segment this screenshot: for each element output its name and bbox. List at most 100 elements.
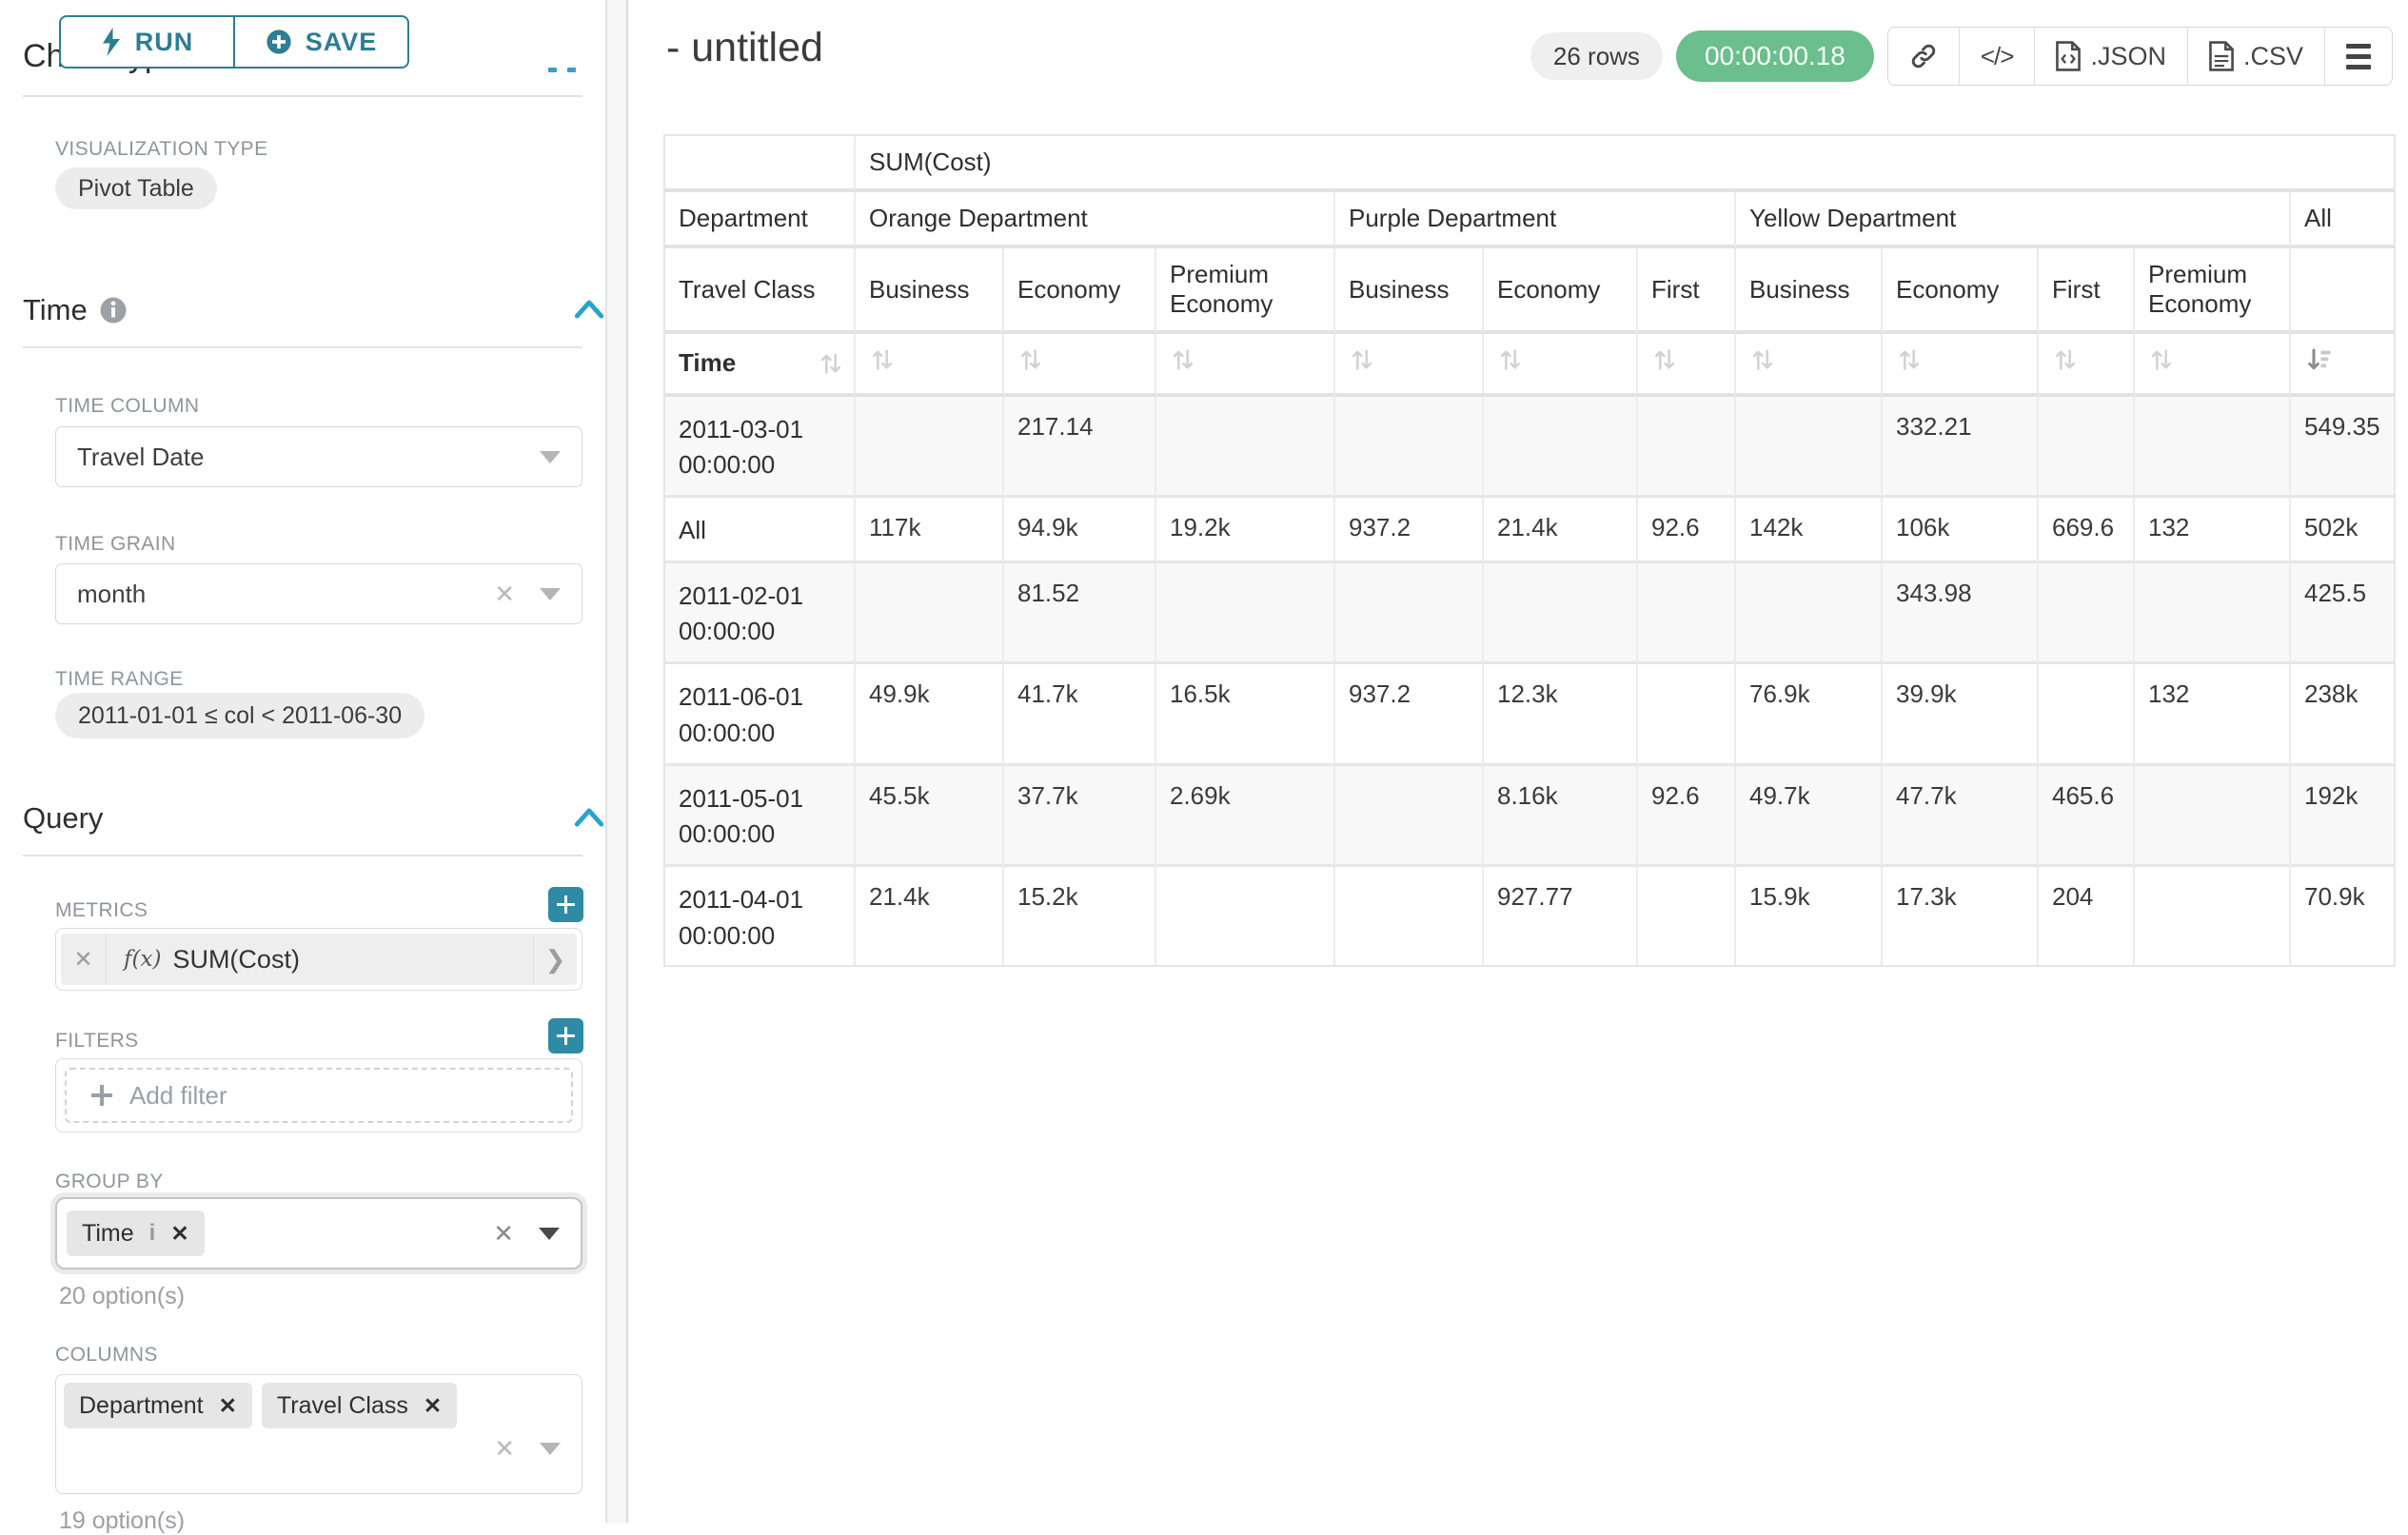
column-sort-header[interactable] (1736, 334, 1883, 397)
add-filter-button[interactable]: Add filter (65, 1068, 573, 1123)
sort-icon[interactable] (1349, 346, 1375, 373)
remove-tag-icon[interactable] (219, 1393, 237, 1419)
sort-icon[interactable] (869, 346, 896, 373)
time-column-value: Travel Date (77, 443, 204, 472)
chevron-down-icon[interactable] (540, 588, 561, 600)
export-csv-button[interactable]: .CSV (2187, 28, 2324, 85)
sort-icon[interactable] (1896, 346, 1923, 373)
sort-icon[interactable] (1651, 346, 1678, 373)
cell-value: 21.4k (856, 867, 1004, 965)
view-query-button[interactable]: </> (1959, 28, 2035, 85)
col-group-purple: Purple Department (1335, 192, 1736, 248)
metric-chip-label: SUM(Cost) (172, 945, 300, 974)
panel-resize-handle-dot[interactable] (548, 68, 557, 72)
cell-value: 2.69k (1156, 766, 1335, 867)
cell-value: 425.5 (2291, 563, 2394, 664)
export-json-button[interactable]: .JSON (2034, 28, 2187, 85)
filters-label: FILTERS (55, 1030, 139, 1053)
chart-header-toolbar: 26 rows 00:00:00.18 </> .JSON (1530, 27, 2393, 86)
chart-title[interactable]: - untitled (666, 25, 823, 71)
chevron-down-icon[interactable] (539, 1228, 560, 1240)
column-sort-header[interactable] (856, 334, 1004, 397)
visualization-type-pill[interactable]: Pivot Table (55, 167, 217, 209)
cell-value (2135, 397, 2291, 498)
cell-value (1484, 563, 1638, 664)
time-sort-header[interactable]: Time (665, 334, 856, 397)
remove-tag-icon[interactable] (424, 1393, 442, 1419)
time-range-pill[interactable]: 2011-01-01 ≤ col < 2011-06-30 (55, 693, 424, 738)
chevron-down-icon[interactable] (540, 451, 561, 463)
group-by-label: GROUP BY (55, 1171, 164, 1193)
sort-icon[interactable] (1749, 346, 1776, 373)
cell-value (1736, 563, 1883, 664)
sort-icon[interactable] (1497, 346, 1524, 373)
clear-icon[interactable] (494, 580, 515, 609)
column-sort-header-active[interactable] (2291, 334, 2394, 397)
columns-select[interactable]: Department Travel Class (55, 1374, 582, 1494)
col-header: Economy (1883, 248, 2039, 334)
run-save-button-group: RUN SAVE (59, 15, 409, 69)
cell-value: 92.6 (1638, 498, 1736, 563)
column-sort-header[interactable] (1883, 334, 2039, 397)
department-header-cell: Department (665, 192, 856, 248)
file-text-icon (2209, 41, 2234, 71)
collapse-chevron-icon[interactable] (573, 805, 605, 830)
columns-tag-department[interactable]: Department (64, 1383, 252, 1428)
panel-resize-handle-dot[interactable] (567, 68, 576, 72)
save-button[interactable]: SAVE (233, 17, 407, 67)
sort-descending-icon[interactable] (2304, 345, 2333, 374)
column-sort-header[interactable] (1484, 334, 1638, 397)
cell-value (2135, 766, 2291, 867)
menu-button[interactable] (2324, 28, 2392, 85)
cell-value: 142k (1736, 498, 1883, 563)
group-by-select[interactable]: Time i (55, 1197, 582, 1269)
time-grain-value: month (77, 580, 146, 609)
collapse-chevron-icon[interactable] (573, 297, 605, 322)
column-sort-header[interactable] (1638, 334, 1736, 397)
remove-tag-icon[interactable] (170, 1221, 188, 1247)
run-button[interactable]: RUN (61, 17, 233, 67)
table-row: 2011-04-01 00:00:00 21.4k 15.2k 927.77 1… (665, 867, 2394, 965)
cell-value: 549.35 (2291, 397, 2394, 498)
link-icon (1909, 42, 1938, 70)
cell-value: 49.9k (856, 664, 1004, 765)
clear-icon[interactable] (493, 1219, 514, 1249)
sort-icon[interactable] (1017, 346, 1044, 373)
columns-options-count: 19 option(s) (59, 1507, 185, 1535)
time-column-select[interactable]: Travel Date (55, 426, 582, 487)
cell-value: 132 (2135, 498, 2291, 563)
group-by-tag-time[interactable]: Time i (67, 1210, 205, 1256)
add-metric-button[interactable] (548, 887, 583, 922)
chevron-down-icon[interactable] (540, 1443, 561, 1455)
cell-value (1335, 766, 1484, 867)
section-divider (23, 855, 582, 856)
remove-metric-icon[interactable] (61, 934, 107, 985)
sort-icon[interactable] (2148, 346, 2175, 373)
sidebar-scrollbar[interactable] (605, 0, 628, 1523)
cell-value (856, 397, 1004, 498)
sort-icon[interactable] (1170, 346, 1196, 373)
clear-icon[interactable] (494, 1434, 515, 1464)
columns-tag-travel-class[interactable]: Travel Class (262, 1383, 457, 1428)
column-sort-header[interactable] (1004, 334, 1156, 397)
time-section-heading[interactable]: Time (23, 293, 128, 327)
column-sort-header[interactable] (2135, 334, 2291, 397)
sort-icon[interactable] (818, 350, 844, 377)
column-sort-header[interactable] (1335, 334, 1484, 397)
sort-icon[interactable] (2052, 346, 2079, 373)
lightning-bolt-icon (101, 28, 122, 56)
row-label: 2011-06-01 00:00:00 (665, 664, 856, 765)
metric-chip[interactable]: f(x) SUM(Cost) (61, 934, 577, 985)
copy-link-button[interactable] (1888, 28, 1959, 85)
add-filter-plus-button[interactable] (548, 1018, 583, 1053)
query-section-heading[interactable]: Query (23, 801, 103, 836)
column-sort-header[interactable] (1156, 334, 1335, 397)
cell-value: 502k (2291, 498, 2394, 563)
cell-value: 41.7k (1004, 664, 1156, 765)
time-grain-select[interactable]: month (55, 563, 582, 624)
cell-value (1335, 867, 1484, 965)
column-sort-header[interactable] (2039, 334, 2135, 397)
metric-header-cell: SUM(Cost) (856, 136, 2394, 192)
chevron-right-icon[interactable] (533, 934, 577, 985)
cell-value: 15.9k (1736, 867, 1883, 965)
